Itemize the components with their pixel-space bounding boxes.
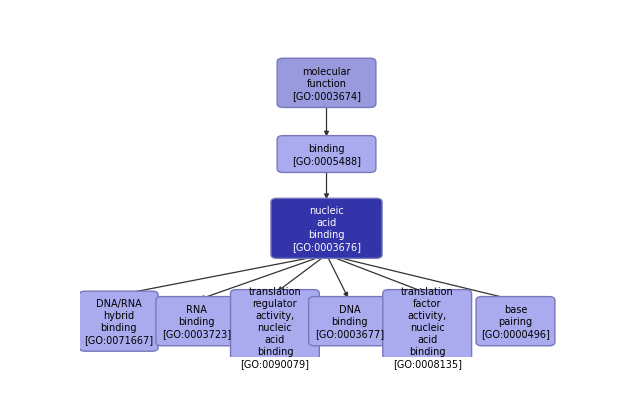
FancyBboxPatch shape [383, 290, 472, 365]
FancyBboxPatch shape [277, 59, 376, 108]
Text: translation
regulator
activity,
nucleic
acid
binding
[GO:0090079]: translation regulator activity, nucleic … [241, 287, 309, 369]
FancyBboxPatch shape [271, 199, 382, 259]
Text: DNA/RNA
hybrid
binding
[GO:0071667]: DNA/RNA hybrid binding [GO:0071667] [84, 298, 153, 344]
FancyBboxPatch shape [308, 297, 390, 346]
FancyBboxPatch shape [277, 136, 376, 173]
FancyBboxPatch shape [476, 297, 555, 346]
Text: binding
[GO:0005488]: binding [GO:0005488] [292, 144, 361, 166]
Text: translation
factor
activity,
nucleic
acid
binding
[GO:0008135]: translation factor activity, nucleic aci… [393, 287, 461, 369]
FancyBboxPatch shape [156, 297, 237, 346]
FancyBboxPatch shape [230, 290, 319, 365]
FancyBboxPatch shape [79, 292, 158, 351]
Text: nucleic
acid
binding
[GO:0003676]: nucleic acid binding [GO:0003676] [292, 206, 361, 252]
Text: molecular
function
[GO:0003674]: molecular function [GO:0003674] [292, 67, 361, 101]
Text: base
pairing
[GO:0000496]: base pairing [GO:0000496] [481, 304, 550, 338]
Text: DNA
binding
[GO:0003677]: DNA binding [GO:0003677] [315, 304, 384, 338]
Text: RNA
binding
[GO:0003723]: RNA binding [GO:0003723] [162, 304, 231, 338]
